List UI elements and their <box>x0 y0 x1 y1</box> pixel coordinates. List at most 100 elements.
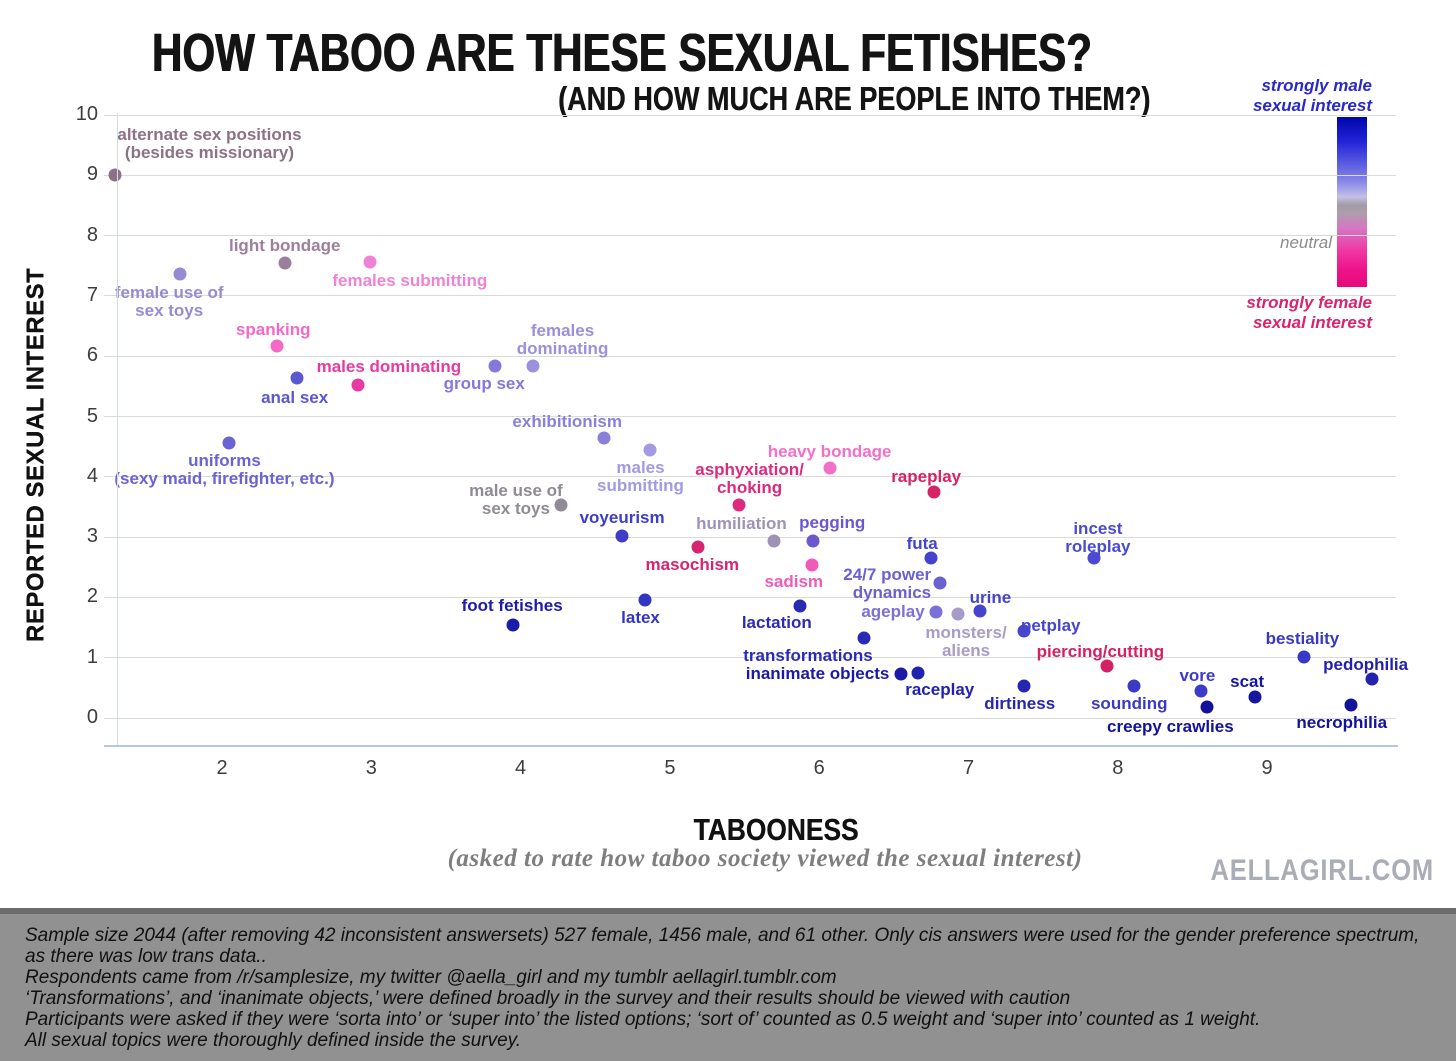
point-males-submitting <box>643 443 657 457</box>
point-bestiality <box>1297 650 1311 664</box>
point-asphyxiation-choking <box>732 498 746 512</box>
point-label-heavy-bondage: heavy bondage <box>767 441 892 461</box>
point-females-dominating <box>526 359 540 373</box>
legend-gradient-bar <box>1337 117 1367 287</box>
footnote-line-4: ‘Transformations’, and ‘inanimate object… <box>25 988 1071 1009</box>
point-label-bestiality: bestiality <box>1265 629 1340 649</box>
legend-female-label-line2: sexual interest <box>1252 313 1372 332</box>
x-axis-title: TABOONESS <box>693 812 859 847</box>
point-label-incest-roleplay: incest roleplay <box>1065 519 1131 557</box>
point-monsters-aliens <box>951 607 965 621</box>
point-scat <box>1248 690 1262 704</box>
gridline-y-10 <box>104 114 1396 116</box>
point-label-petplay: petplay <box>1020 616 1081 636</box>
point-label-piercing-cutting: piercing/cutting <box>1036 642 1165 662</box>
point-label-anal-sex: anal sex <box>261 387 329 407</box>
point-label-futa: futa <box>906 534 938 554</box>
y-tick-label-7: 7 <box>86 283 98 306</box>
point-label-scat: scat <box>1230 671 1265 691</box>
gridline-y-3 <box>104 536 1396 538</box>
gridline-y-7 <box>104 295 1396 297</box>
legend-female-label: strongly female sexual interest <box>1246 293 1372 333</box>
watermark: AELLAGIRL.COM <box>1210 854 1434 887</box>
point-lactation <box>793 599 807 613</box>
legend-male-label-line2: sexual interest <box>1252 96 1372 115</box>
point-24-7-power-dynamics <box>933 576 947 590</box>
chart-title: HOW TABOO ARE THESE SEXUAL FETISHES? <box>152 23 1092 83</box>
point-label-spanking: spanking <box>235 319 311 339</box>
footnote-line-3: Respondents came from /r/samplesize, my … <box>25 967 837 988</box>
y-tick-label-4: 4 <box>86 464 98 487</box>
point-label-uniforms-sexy-maid-firefighter-etc: uniforms (sexy maid, firefighter, etc.) <box>114 451 335 489</box>
point-label-raceplay: raceplay <box>905 680 975 700</box>
point-inanimate-objects <box>894 667 908 681</box>
gridline-y-2 <box>104 596 1396 598</box>
point-urine <box>973 604 987 618</box>
point-futa <box>924 551 938 565</box>
point-label-exhibitionism: exhibitionism <box>512 412 622 432</box>
point-males-dominating <box>351 378 365 392</box>
y-tick-label-5: 5 <box>86 404 98 427</box>
gridline-y-9 <box>104 174 1396 176</box>
point-label-inanimate-objects: inanimate objects <box>745 663 890 683</box>
point-label-males-submitting: males submitting <box>597 458 684 496</box>
point-label-necrophilia: necrophilia <box>1296 712 1388 732</box>
gridline-y-4 <box>104 476 1396 478</box>
x-tick-label-7: 7 <box>962 757 975 779</box>
point-label-vore: vore <box>1179 665 1216 685</box>
point-label-pegging: pegging <box>799 512 866 532</box>
point-foot-fetishes <box>506 618 520 632</box>
point-alternate-sex-positions-besides-missionary <box>108 168 121 182</box>
point-creepy-crawlies <box>1200 700 1214 714</box>
x-axis-note: (asked to rate how taboo society viewed … <box>447 845 1083 872</box>
point-pegging <box>806 534 820 548</box>
x-tick-label-9: 9 <box>1261 757 1273 779</box>
y-tick-label-10: 10 <box>75 103 98 125</box>
point-label-creepy-crawlies: creepy crawlies <box>1107 717 1234 737</box>
x-tick-label-3: 3 <box>365 757 377 779</box>
point-label-rapeplay: rapeplay <box>891 466 962 486</box>
point-piercing-cutting <box>1100 659 1114 673</box>
point-exhibitionism <box>597 431 611 445</box>
point-masochism <box>691 540 705 554</box>
point-label-sounding: sounding <box>1090 694 1168 714</box>
legend-neutral-label: neutral <box>1280 233 1332 252</box>
point-sounding <box>1127 679 1141 693</box>
point-uniforms-sexy-maid-firefighter-etc <box>222 436 236 450</box>
point-label-latex: latex <box>621 607 660 627</box>
legend-female-label-line1: strongly female <box>1246 293 1372 312</box>
point-rapeplay <box>927 485 941 499</box>
legend-male-label-line1: strongly male <box>1261 76 1372 95</box>
x-tick-label-6: 6 <box>813 757 825 779</box>
gridline-y-6 <box>104 355 1396 357</box>
point-label-alternate-sex-positions-besides-missionary: alternate sex positions (besides missiona… <box>117 125 302 163</box>
point-label-masochism: masochism <box>645 554 740 574</box>
point-spanking <box>270 339 284 353</box>
point-females-submitting <box>363 255 377 269</box>
x-axis-line <box>104 745 1398 747</box>
point-pedophilia <box>1365 672 1379 686</box>
point-voyeurism <box>615 529 629 543</box>
point-incest-roleplay <box>1087 551 1101 565</box>
footnote-line-6: All sexual topics were thoroughly define… <box>25 1030 522 1051</box>
footnote-line-5: Participants were asked if they were ‘so… <box>25 1009 1261 1030</box>
point-male-use-of-sex-toys <box>554 498 568 512</box>
point-label-light-bondage: light bondage <box>228 235 341 255</box>
point-label-transformations: transformations <box>743 645 873 665</box>
footnotes-band: Sample size 2044 (after removing 42 inco… <box>0 908 1456 1061</box>
point-sadism <box>805 558 819 572</box>
gridline-y-0 <box>104 717 1396 719</box>
point-dirtiness <box>1017 679 1031 693</box>
point-label-females-submitting: females submitting <box>332 271 488 291</box>
point-label-pedophilia: pedophilia <box>1323 654 1409 674</box>
point-label-asphyxiation-choking: asphyxiation/choking <box>695 460 804 498</box>
point-label-group-sex: group sex <box>443 373 525 393</box>
x-tick-label-8: 8 <box>1112 757 1124 779</box>
gridline-y-5 <box>104 416 1396 417</box>
y-tick-label-2: 2 <box>86 585 98 608</box>
point-anal-sex <box>290 371 304 385</box>
y-tick-label-9: 9 <box>86 163 98 186</box>
point-label-voyeurism: voyeurism <box>579 507 665 527</box>
point-raceplay <box>911 666 925 680</box>
